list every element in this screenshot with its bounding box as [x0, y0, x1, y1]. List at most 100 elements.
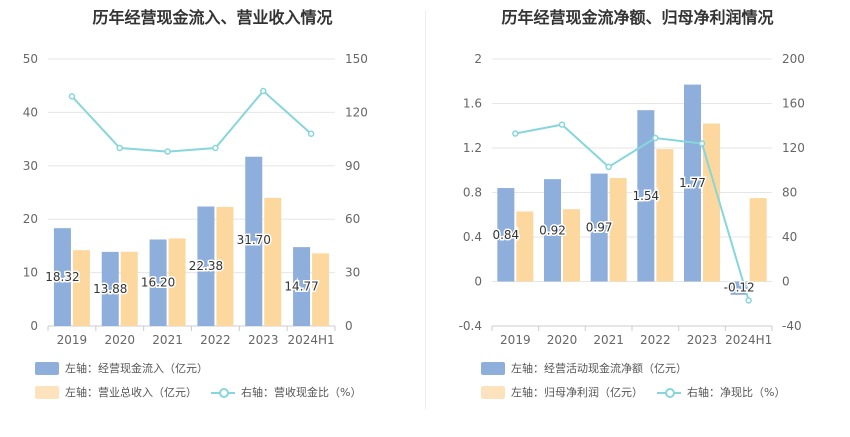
legend-row-2: 左轴：营业总收入（亿元） 右轴：营收现金比（%）: [35, 384, 375, 400]
bar-secondary: [609, 178, 627, 282]
chart-svg-right: -0.4 0 0.4 0.8 1.2 1.6 2 -40 0 40 80 120 160 200 2019 2…: [459, 52, 805, 347]
y-right-tick-label: 30: [345, 266, 360, 280]
y-right-tick-label: -40: [782, 319, 802, 333]
bar-primary: [197, 206, 215, 326]
bar-primary: [590, 173, 608, 282]
data-label: -0.12: [724, 281, 755, 295]
line-point: [307, 130, 315, 138]
x-tick-label: 2024H1: [725, 333, 772, 347]
x-tick-label: 2021: [152, 333, 183, 347]
bar-primary: [149, 239, 167, 326]
line-point: [116, 144, 123, 152]
y-right-tick-label: 80: [782, 186, 797, 200]
data-label: 13.88: [93, 282, 127, 296]
legend-label: 右轴：净现比（%）: [687, 386, 786, 399]
y-left-tick-label: 0: [30, 319, 38, 333]
legend-item-line[interactable]: 右轴：营收现金比（%）: [211, 384, 361, 400]
y-left-tick-label: 1.6: [463, 97, 482, 111]
bar-secondary: [168, 238, 186, 326]
legend-label: 左轴：经营现金流入（亿元）: [65, 362, 208, 375]
x-tick-label: 2020: [547, 333, 578, 347]
bar-primary: [245, 156, 263, 326]
chart-panel-left: 历年经营现金流入、营业收入情况 0 10 20 30 40 50 0 30 60 90 120 150…: [23, 8, 375, 400]
line-series: [515, 123, 750, 301]
line-point: [164, 148, 171, 155]
data-label: 1.77: [679, 176, 706, 190]
data-label: 22.38: [189, 259, 223, 273]
line-point: [745, 297, 752, 304]
x-tick-label: 2023: [248, 333, 279, 347]
legend-swatch-line: [657, 386, 681, 399]
bar-secondary: [120, 251, 138, 326]
bar-primary: [637, 110, 655, 282]
bar-secondary: [703, 123, 720, 282]
legend-label: 左轴：营业总收入（亿元）: [65, 386, 197, 399]
bar-secondary: [516, 211, 534, 282]
legend-item-line[interactable]: 右轴：净现比（%）: [657, 384, 785, 400]
bar-primary: [101, 251, 119, 326]
chart-title: 历年经营现金流净额、归母净利润情况: [501, 8, 774, 27]
data-label: 0.92: [539, 223, 566, 237]
x-tick-label: 2022: [640, 333, 671, 347]
legend-swatch-bar1: [481, 361, 505, 375]
bar-primary: [544, 179, 561, 282]
line-point: [698, 140, 706, 147]
line-point: [605, 163, 612, 171]
bar-primary: [684, 84, 701, 282]
bar-primary: [293, 247, 311, 326]
legend-row-1: 左轴：经营活动现金流净额（亿元）: [481, 360, 701, 376]
chart-title: 历年经营现金流入、营业收入情况: [92, 8, 333, 27]
line-point: [512, 130, 519, 137]
y-right-tick-label: 0: [782, 275, 790, 289]
chart-panel-right: 历年经营现金流净额、归母净利润情况 -0.4 0 0.4 0.8 1.2 1.6 2 -40 0…: [425, 0, 850, 437]
legend-row-2: 左轴：归母净利润（亿元） 右轴：净现比（%）: [481, 384, 799, 400]
y-right-tick-label: 60: [345, 212, 360, 226]
line-point: [260, 87, 267, 95]
panel-divider: [425, 10, 426, 410]
legend-swatch-bar1: [35, 361, 59, 375]
y-left-tick-label: 0: [474, 275, 482, 289]
y-left-tick-label: 50: [23, 52, 38, 66]
x-tick-label: 2019: [500, 333, 531, 347]
y-left-tick-label: -0.4: [459, 319, 482, 333]
y-left-tick-label: 0.8: [463, 186, 482, 200]
bar-primary: [497, 188, 515, 282]
y-right-tick-label: 200: [782, 52, 805, 66]
legend-item-bar2[interactable]: 左轴：归母净利润（亿元）: [481, 384, 643, 400]
legend-item-bar2[interactable]: 左轴：营业总收入（亿元）: [35, 384, 197, 400]
legend-item-bar1[interactable]: 左轴：经营现金流入（亿元）: [35, 360, 208, 376]
legend-label: 左轴：经营活动现金流净额（亿元）: [511, 362, 687, 375]
chart-svg-left: 0 10 20 30 40 50 0 30 60 90 120 150 2019 2020 2021 2022…: [23, 52, 368, 347]
bar-secondary: [312, 253, 330, 326]
y-left-tick-label: 40: [23, 105, 38, 119]
legend-swatch-line: [211, 386, 235, 399]
line-series: [71, 89, 312, 153]
bar-secondary: [72, 250, 90, 326]
x-tick-label: 2024H1: [287, 333, 334, 347]
y-left-tick-label: 30: [23, 159, 38, 173]
line-point: [212, 144, 219, 152]
data-label: 0.97: [586, 221, 613, 235]
x-tick-label: 2022: [200, 333, 231, 347]
y-right-tick-label: 160: [782, 97, 805, 111]
line-point: [558, 121, 566, 128]
y-left-tick-label: 2: [474, 52, 482, 66]
y-left-tick-label: 20: [23, 212, 38, 226]
y-right-tick-label: 120: [782, 141, 805, 155]
data-label: 18.32: [45, 270, 79, 284]
y-right-tick-label: 90: [345, 159, 360, 173]
legend-label: 左轴：归母净利润（亿元）: [511, 386, 643, 399]
x-tick-label: 2019: [57, 333, 88, 347]
data-label: 31.70: [237, 233, 271, 247]
legend-swatch-bar2: [35, 385, 59, 399]
bar-secondary: [563, 209, 580, 282]
y-right-tick-label: 40: [782, 230, 797, 244]
legend-label: 右轴：营收现金比（%）: [241, 386, 362, 399]
data-label: 0.84: [492, 228, 519, 242]
legend-item-bar1[interactable]: 左轴：经营活动现金流净额（亿元）: [481, 360, 687, 376]
data-label: 16.20: [141, 276, 175, 290]
bar-secondary: [656, 149, 674, 282]
bar-secondary: [749, 198, 767, 282]
data-label: 1.54: [632, 189, 659, 203]
x-tick-label: 2023: [687, 333, 718, 347]
